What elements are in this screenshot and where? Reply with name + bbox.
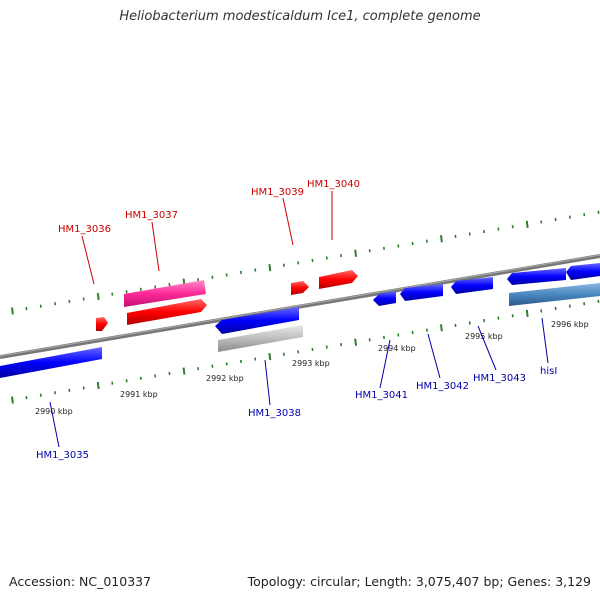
gene-HM1_3035[interactable] — [0, 347, 102, 378]
tick-label-2992: 2992 kbp — [206, 374, 244, 383]
gene-hisI-steel[interactable] — [509, 283, 600, 306]
lower-scale-tick — [96, 381, 100, 390]
accession-text: Accession: NC_010337 — [9, 574, 152, 589]
lower-scale-ticks — [11, 299, 600, 404]
lower-scale-tick — [440, 324, 443, 332]
gene-HM1_3041[interactable] — [373, 291, 396, 306]
label-HM1_3039: HM1_3039 — [251, 187, 304, 198]
label-HM1_3042: HM1_3042 — [416, 381, 469, 392]
tick-label-2995: 2995 kbp — [465, 332, 503, 341]
label-hisI: hisI — [540, 366, 557, 377]
label-HM1_3040: HM1_3040 — [307, 179, 360, 190]
lower-scale-tick — [182, 367, 186, 375]
upper-scale-tick — [525, 220, 529, 228]
topology-text: Topology: circular; Length: 3,075,407 bp… — [247, 574, 591, 589]
upper-scale-tick — [96, 292, 100, 301]
tick-labels: 2990 kbp 2991 kbp 2992 kbp 2993 kbp 2994… — [35, 320, 589, 416]
gene-HM1_3037[interactable] — [124, 280, 206, 307]
genome-backbone — [0, 254, 600, 359]
gene-hisI[interactable] — [507, 268, 566, 285]
reverse-strand-genes — [0, 263, 600, 378]
tick-label-2991: 2991 kbp — [120, 390, 158, 399]
gene-HM1_3040[interactable] — [319, 270, 358, 289]
lower-scale-tick — [525, 309, 529, 317]
gene-next-blue[interactable] — [566, 263, 600, 280]
upper-scale-ticks — [11, 210, 600, 315]
gene-labels: HM1_3036 HM1_3037 HM1_3039 HM1_3040 HM1_… — [36, 179, 557, 461]
gene-HM1_3037-cds[interactable] — [127, 299, 207, 325]
tick-label-2990: 2990 kbp — [35, 407, 73, 416]
gene-HM1_3039[interactable] — [291, 281, 309, 295]
gene-HM1_3038-pseudo[interactable] — [218, 325, 303, 352]
upper-scale-tick — [11, 307, 14, 315]
gene-HM1_3036[interactable] — [96, 317, 108, 331]
upper-scale-tick — [268, 264, 272, 272]
lower-scale-tick — [354, 338, 358, 346]
label-HM1_3035: HM1_3035 — [36, 450, 89, 461]
label-HM1_3037: HM1_3037 — [125, 210, 178, 221]
label-HM1_3043: HM1_3043 — [473, 373, 526, 384]
label-HM1_3038: HM1_3038 — [248, 408, 301, 419]
upper-scale-tick — [354, 249, 358, 257]
tick-label-2996: 2996 kbp — [551, 320, 589, 329]
lower-scale-tick — [11, 396, 14, 404]
forward-strand-genes — [96, 270, 358, 331]
tick-label-2994: 2994 kbp — [378, 344, 416, 353]
label-HM1_3036: HM1_3036 — [58, 224, 111, 235]
lower-scale-tick — [268, 353, 272, 361]
gene-HM1_3043[interactable] — [451, 277, 493, 294]
label-HM1_3041: HM1_3041 — [355, 390, 408, 401]
upper-scale-tick — [440, 235, 443, 243]
genome-title: Heliobacterium modesticaldum Ice1, compl… — [119, 9, 481, 24]
gene-HM1_3038[interactable] — [215, 307, 299, 334]
tick-label-2993: 2993 kbp — [292, 359, 330, 368]
gene-HM1_3042[interactable] — [400, 284, 443, 301]
